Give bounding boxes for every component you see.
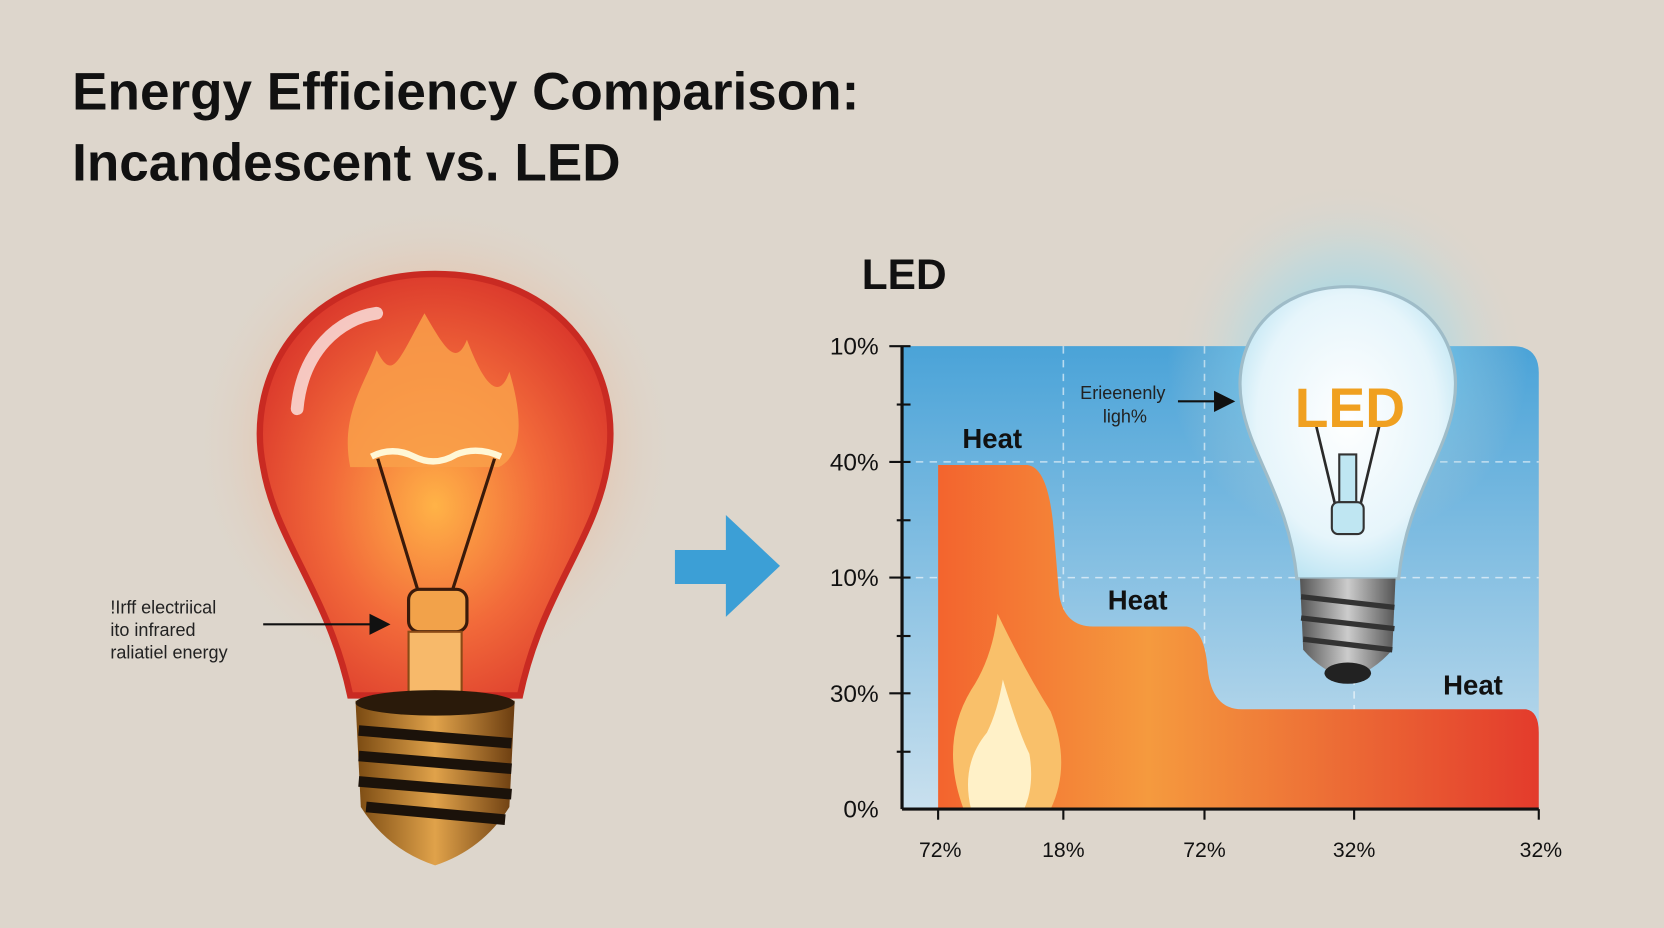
x-axis-label: 18% [1042,839,1085,862]
x-axis-label: 72% [1183,839,1226,862]
bulb-annotation: Erieenenly [1080,383,1165,403]
heat-label: Heat [962,423,1022,454]
y-axis-label: 30% [830,681,879,708]
y-axis-label: 0% [843,797,878,824]
x-axis-label: 32% [1520,839,1563,862]
annotation-line: raliatiel energy [110,642,227,662]
annotation-line: ito infrared [110,620,195,640]
y-axis-label: 40% [830,449,879,476]
bulb-label: LED [1295,377,1405,439]
panel-title: LED [862,251,947,298]
y-axis-label: 10% [830,565,879,592]
heat-label: Heat [1108,584,1168,615]
annotation-line: !Irff electriical [110,598,216,618]
transition-arrow [674,514,780,617]
heat-label: Heat [1443,669,1503,700]
led-bulb [1167,180,1529,684]
y-axis-label: 10% [830,334,879,361]
x-axis-label: 32% [1333,839,1376,862]
incandescent-bulb [191,201,680,866]
title-line: Energy Efficiency Comparison: [72,62,859,121]
bulb-annotation: ligh% [1103,407,1147,427]
x-axis-label: 72% [919,839,962,862]
title-line: Incandescent vs. LED [72,133,620,192]
